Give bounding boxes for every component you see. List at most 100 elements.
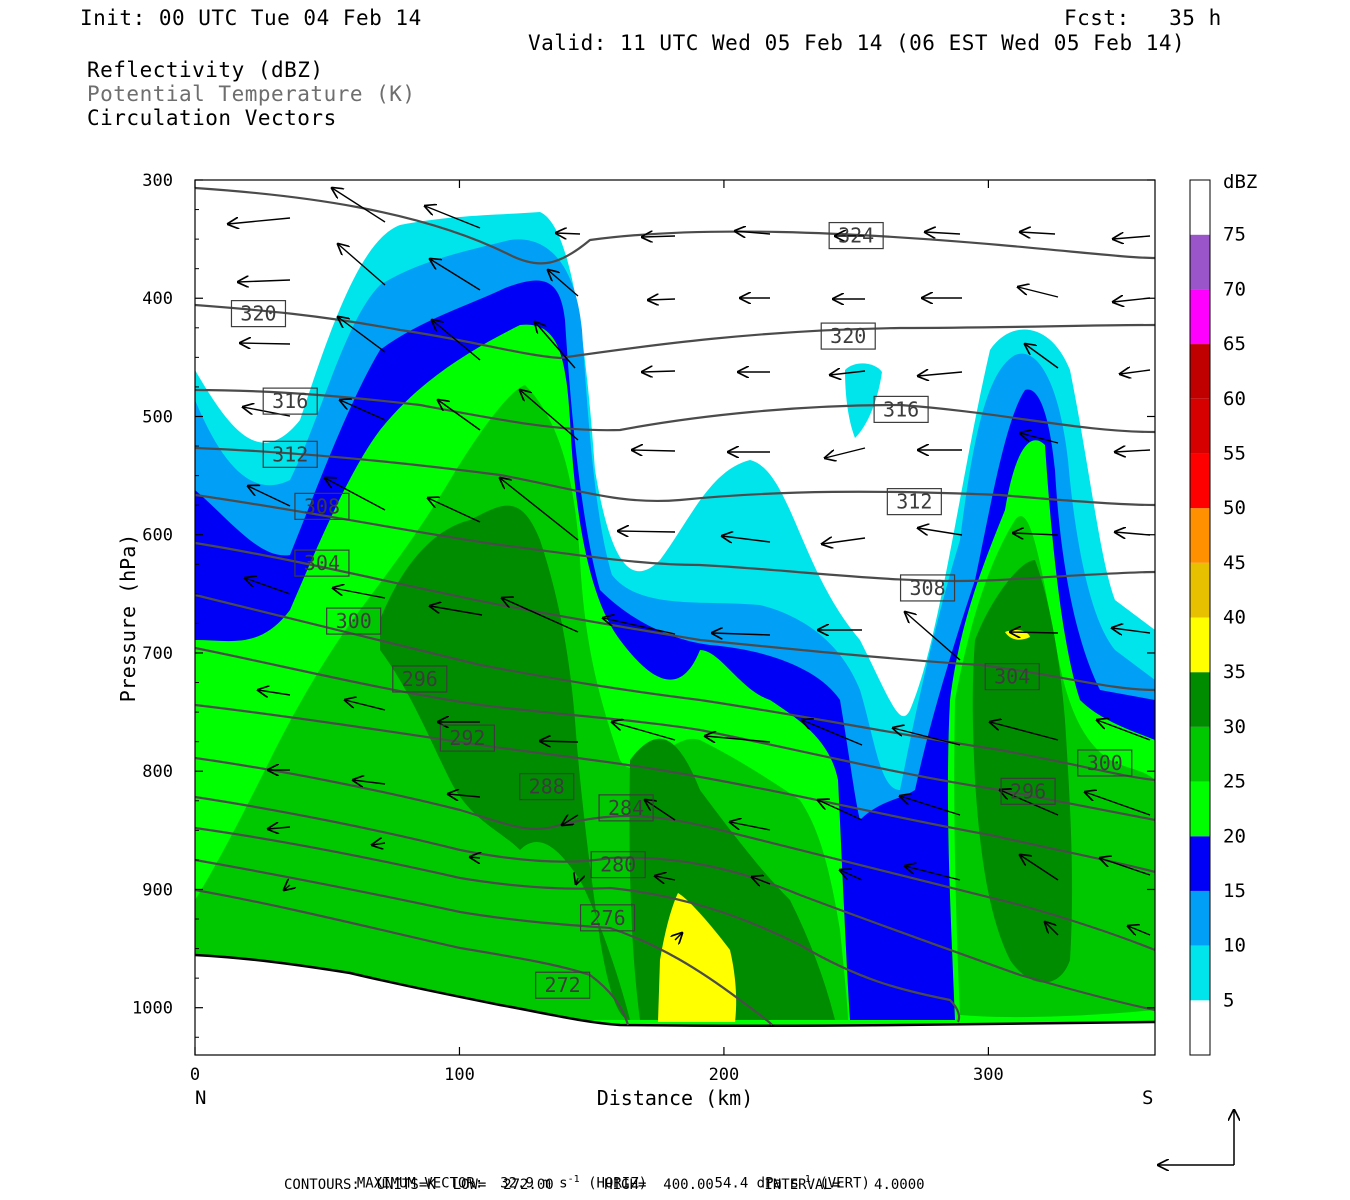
init-time: Init: 00 UTC Tue 04 Feb 14 — [80, 6, 422, 30]
y-tick-label: 900 — [142, 880, 173, 900]
vector — [1112, 628, 1151, 633]
y-tick-label: 700 — [142, 644, 173, 664]
theta-label: 292 — [449, 726, 485, 750]
theta-label-box — [326, 607, 382, 635]
vector — [1097, 720, 1151, 741]
vector — [353, 780, 386, 784]
colorbar-swatch — [1190, 672, 1210, 727]
colorbar-swatch — [1190, 836, 1210, 891]
vector — [1020, 232, 1056, 234]
vector — [333, 588, 386, 599]
vector — [645, 800, 676, 821]
theta-label: 296 — [402, 667, 438, 691]
colorbar-tick-label: 75 — [1223, 224, 1246, 246]
vector — [802, 720, 863, 746]
theta-line-304 — [195, 541, 1155, 692]
colorbar-tick-label: 10 — [1223, 935, 1246, 957]
y-tick-label: 300 — [142, 171, 173, 191]
vector — [1100, 858, 1151, 876]
colorbar-tick-label: 35 — [1223, 661, 1246, 683]
vector — [325, 478, 386, 511]
y-tick-label: 1000 — [132, 999, 173, 1019]
theta-label-box — [820, 322, 876, 350]
vector — [822, 538, 866, 544]
theta-line-308 — [195, 493, 1155, 583]
reference-vector-icon — [1158, 1110, 1234, 1165]
vector — [240, 343, 291, 344]
vector — [432, 320, 481, 361]
x-tick-label: 200 — [709, 1065, 740, 1085]
theta-label-box — [899, 574, 956, 602]
vector — [1020, 433, 1059, 444]
dbz-35-core — [658, 893, 737, 1022]
theta-label: 276 — [589, 906, 625, 930]
theta-label: 304 — [304, 551, 340, 575]
theta-line-296 — [195, 646, 1155, 822]
vector — [428, 498, 481, 523]
theta-label-box — [294, 492, 350, 520]
colorbar-tick-label: 60 — [1223, 388, 1246, 410]
vector — [470, 857, 480, 858]
theta-label-box — [598, 794, 654, 822]
colorbar-frame — [1189, 179, 1211, 1056]
vector — [840, 870, 863, 881]
colorbar-tick-label: 40 — [1223, 607, 1246, 629]
theta-label: 284 — [608, 796, 644, 820]
field-vectors: Circulation Vectors — [87, 106, 337, 130]
vector — [245, 578, 291, 595]
theta-label: 308 — [909, 576, 945, 600]
vector — [338, 317, 386, 353]
vector — [1113, 298, 1151, 302]
theta-label-box — [590, 851, 646, 879]
dbz-30-region — [380, 505, 630, 1020]
vector — [1120, 370, 1151, 374]
x-tick-label: 100 — [444, 1065, 475, 1085]
vector — [612, 722, 676, 741]
theta-label-box — [886, 488, 942, 516]
y-tick-label: 400 — [142, 289, 173, 309]
colorbar-tick-label: 70 — [1223, 278, 1246, 300]
theta-label-box — [873, 395, 929, 423]
theta-label: 304 — [994, 665, 1030, 689]
vector — [705, 736, 771, 742]
vector — [900, 796, 961, 816]
vector — [248, 486, 291, 507]
vector — [430, 259, 481, 291]
theta-label: 296 — [1010, 779, 1046, 803]
colorbar-tick-label: 30 — [1223, 716, 1246, 738]
vector — [562, 815, 579, 825]
theta-label: 308 — [304, 494, 340, 518]
theta-label: 324 — [838, 224, 874, 248]
x-tick-label: 300 — [973, 1065, 1004, 1085]
vector — [228, 218, 291, 224]
vector — [258, 690, 291, 695]
south-label: S — [1142, 1087, 1153, 1109]
theta-label-box — [294, 549, 350, 577]
vector — [618, 531, 676, 532]
theta-line-324 — [195, 186, 1155, 265]
vector — [340, 400, 386, 421]
axes-layer: 0 100 200 300 300 400 500 600 700 800 900 1000 — [132, 171, 1155, 1085]
vector — [1010, 632, 1059, 633]
colorbar-swatch — [1190, 945, 1210, 1001]
theta-label: 312 — [896, 490, 932, 514]
theta-label: 312 — [272, 442, 308, 466]
colorbar-swatch — [1190, 453, 1210, 509]
vector — [332, 188, 386, 223]
vector — [990, 722, 1059, 741]
colorbar-swatch — [1190, 508, 1210, 563]
colorbar-unit-label: dBZ — [1223, 171, 1257, 193]
theta-line-292 — [195, 703, 1155, 874]
vector — [520, 390, 579, 441]
theta-line-272 — [195, 888, 630, 1026]
vector — [268, 827, 291, 829]
colorbar-swatch — [1190, 398, 1210, 454]
vector — [540, 741, 579, 742]
vector — [502, 598, 579, 633]
theta-label-box — [262, 387, 318, 415]
vector — [345, 700, 386, 711]
vector — [655, 876, 676, 880]
vector — [735, 231, 771, 234]
vector — [556, 233, 581, 234]
